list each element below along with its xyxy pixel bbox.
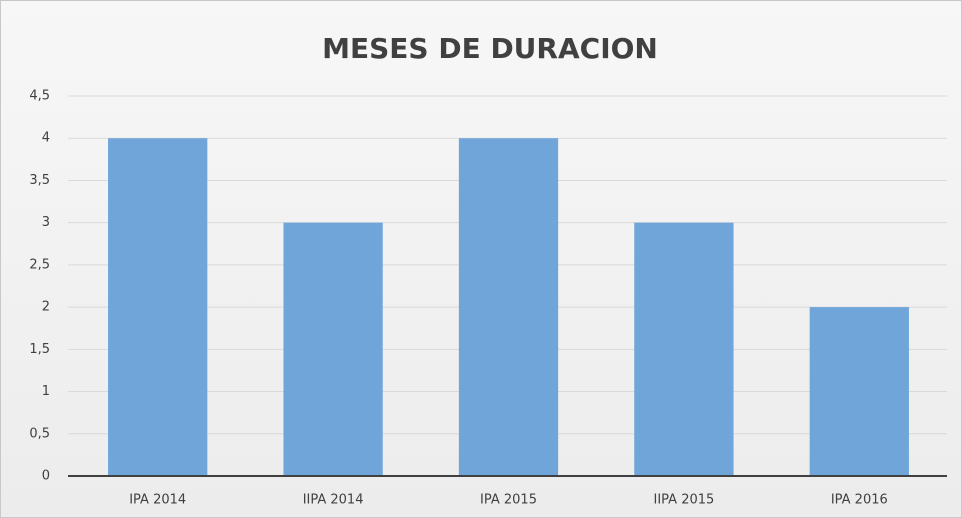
- y-tick-label: 0,5: [29, 426, 50, 441]
- bar: [283, 222, 383, 476]
- x-tick-label: IIPA 2015: [654, 493, 715, 508]
- y-tick-label: 3: [42, 215, 50, 230]
- y-tick-label: 2,5: [29, 257, 50, 272]
- x-tick-label: IPA 2014: [129, 493, 186, 508]
- y-tick-label: 4,5: [29, 89, 50, 104]
- x-tick-label: IIPA 2014: [303, 493, 364, 508]
- bar: [108, 138, 208, 476]
- bar: [634, 222, 734, 476]
- bar: [809, 307, 909, 476]
- y-tick-label: 1: [42, 384, 50, 399]
- y-tick-label: 1,5: [29, 342, 50, 357]
- y-tick-label: 3,5: [29, 173, 50, 188]
- chart-title: MESES DE DURACION: [322, 32, 658, 65]
- y-tick-label: 4: [42, 131, 50, 146]
- y-tick-label: 0: [42, 469, 50, 484]
- y-tick-label: 2: [42, 300, 50, 315]
- x-tick-label: IPA 2016: [831, 493, 888, 508]
- x-tick-label: IPA 2015: [480, 493, 537, 508]
- bar: [458, 138, 559, 476]
